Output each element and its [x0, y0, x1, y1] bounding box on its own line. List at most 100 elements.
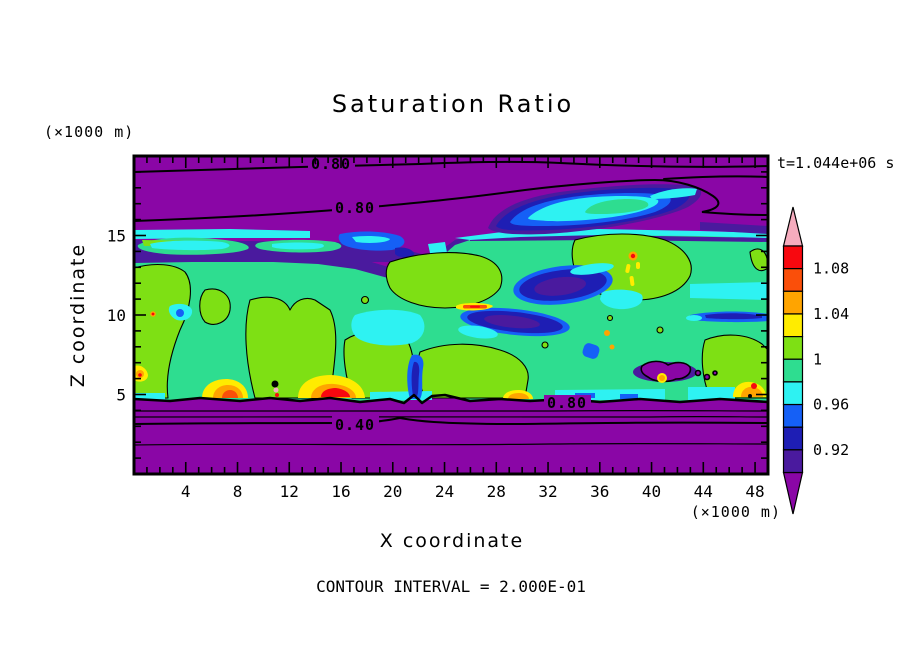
y-tick-labels: 15 10 5 [107, 227, 126, 405]
contour-label-080-upper: 0.80 [311, 155, 351, 173]
colorbar-segment [782, 449, 804, 474]
contour-080-second [134, 178, 768, 222]
hotspot-red-dot [275, 393, 279, 397]
cyan-patches [134, 282, 768, 400]
yg-blob-3 [245, 296, 337, 399]
colorbar-label: 1.04 [813, 305, 849, 323]
contour-interval-note: CONTOUR INTERVAL = 2.000E-01 [316, 577, 586, 596]
island-dot [694, 369, 702, 377]
colorbar-segment [782, 336, 804, 360]
right-edge-streak-cyan [686, 315, 702, 321]
feature-cyan-tail [650, 188, 697, 199]
contour-080-loop-top [663, 175, 768, 180]
cyan-bottom-strip-3 [688, 387, 735, 400]
upper-cloud-feature [488, 184, 768, 235]
contour-thin-1 [134, 409, 768, 412]
hotspot-red-core [630, 253, 636, 259]
y-tick-label: 15 [107, 227, 126, 246]
feature-right-strip [700, 222, 768, 234]
streak-navy-dash [395, 247, 415, 258]
yg-dot [606, 314, 614, 322]
x-tick-label: 28 [487, 482, 506, 501]
y-tick-label: 10 [107, 306, 126, 325]
streak-cyan-strip-left [134, 229, 310, 239]
y-axis-unit: (×1000 m) [44, 123, 134, 141]
saturation-field: 0.80 0.80 0.40 0.80 [134, 155, 768, 474]
yg-dot [541, 341, 549, 349]
colorbar-label: 0.92 [813, 441, 849, 459]
yg-blob-right-top [749, 248, 768, 272]
contour-label-bg [332, 200, 379, 216]
colorbar-segment [782, 381, 804, 406]
x-axis-title: X coordinate [380, 530, 524, 552]
colorbar-segment [782, 245, 804, 270]
contour-label-080-base: 0.80 [547, 394, 587, 412]
right-edge-streak-navy [705, 313, 762, 320]
line-contours [134, 160, 768, 446]
axis-ticks [135, 157, 767, 473]
pocket2-core [484, 315, 540, 329]
hotspot4-red [751, 383, 757, 389]
colorbar-segment [782, 313, 804, 338]
cyan-bottom-strip-1 [370, 391, 432, 400]
contour-label-bg [544, 395, 591, 410]
x-tick-label: 48 [745, 482, 764, 501]
blue-dash [620, 394, 638, 399]
hotspot-black-dot [748, 394, 752, 398]
hotspot2-red [321, 388, 350, 397]
contour-020 [134, 442, 768, 446]
colorbar-segment [782, 290, 804, 315]
orange-dot [604, 330, 610, 336]
contour-label-040: 0.40 [335, 416, 375, 434]
x-tick-label: 8 [233, 482, 243, 501]
colorbar-segment [782, 358, 804, 383]
colorbar: 1.08 1.04 1 0.96 0.92 [782, 206, 849, 515]
x-tick-label: 4 [181, 482, 191, 501]
purple-islands [633, 360, 718, 383]
cyan-patch-mid [600, 289, 643, 310]
blue-dot [176, 309, 184, 317]
colorbar-under-arrow [782, 471, 804, 515]
figure-title: Saturation Ratio [332, 90, 574, 118]
plot-border [132, 154, 770, 476]
colorbar-label: 1.08 [813, 260, 849, 278]
x-tick-label: 32 [538, 482, 557, 501]
x-axis-unit: (×1000 m) [691, 503, 781, 521]
hotspots [134, 251, 766, 399]
colorbar-segment [782, 268, 804, 292]
y-tick-label: 5 [116, 386, 126, 405]
x-tick-label: 36 [590, 482, 609, 501]
colorbar-label: 1 [813, 350, 822, 368]
hotspot-black-dot [271, 380, 279, 388]
hotspot-left-red [138, 373, 142, 377]
yg-blob-2 [199, 288, 231, 325]
tiny-red-dot [151, 312, 155, 316]
colorbar-label: 0.96 [813, 396, 849, 414]
x-tick-label: 16 [331, 482, 350, 501]
yg-blob-central [385, 252, 503, 309]
streak-cyan-core-2 [272, 242, 324, 250]
x-tick-label: 12 [280, 482, 299, 501]
yg-dot [656, 326, 664, 334]
contour-thin-2 [134, 415, 768, 418]
contour-label-group: 0.80 0.80 0.40 0.80 [308, 155, 591, 434]
streak-cyan-dash-3 [352, 235, 390, 243]
hotspot-pink-dot [273, 387, 279, 393]
yg-dot [360, 295, 370, 305]
navy-pockets [407, 263, 768, 399]
x-tick-label: 20 [383, 482, 402, 501]
supersaturated-blobs [134, 233, 768, 399]
pocket1-core [534, 276, 586, 296]
blue-dash-mid [582, 343, 600, 359]
colorbar-segments [782, 245, 804, 474]
x-tick-label: 44 [694, 482, 713, 501]
contour-080-upper [134, 160, 768, 173]
timestamp: t=1.044e+06 s [777, 154, 894, 172]
hotspot-orange-core [659, 375, 665, 381]
contour-040 [134, 416, 768, 426]
x-tick-label: 40 [642, 482, 661, 501]
hotspot3-orange [508, 393, 529, 399]
colorbar-labels: 1.08 1.04 1 0.96 0.92 [813, 260, 849, 459]
